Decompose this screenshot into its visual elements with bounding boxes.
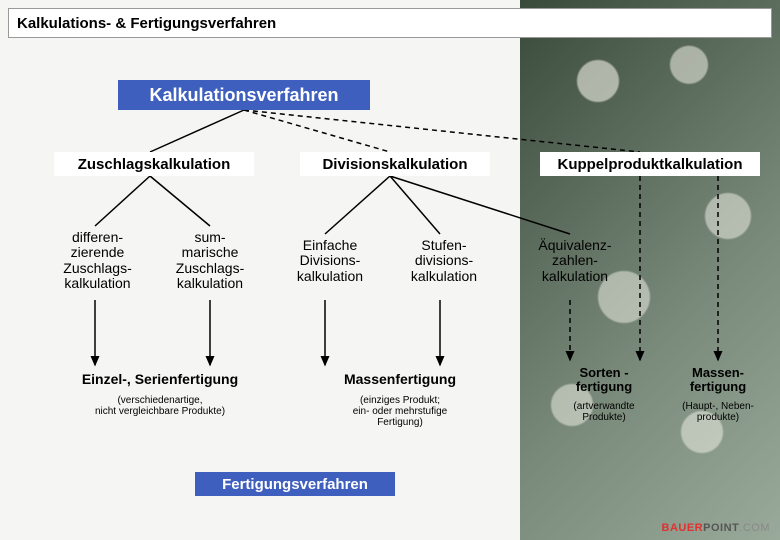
logo-point: POINT [703, 522, 739, 534]
label: Kuppelproduktkalkulation [557, 156, 742, 173]
header-title: Kalkulations- & Fertigungsverfahren [8, 8, 772, 38]
subtitle: (Haupt-, Neben-produkte) [668, 401, 768, 423]
root-kalkulationsverfahren: Kalkulationsverfahren [118, 80, 370, 110]
title: Einzel-, Serienfertigung [55, 372, 265, 387]
node-einfache-division: EinfacheDivisions-kalkulation [280, 238, 380, 284]
fertigung-einzel-serien: Einzel-, Serienfertigung (verschiedenart… [55, 372, 265, 417]
title: Massenfertigung [315, 372, 485, 387]
fertigung-sorten: Sorten -fertigung (artverwandteProdukte) [560, 366, 648, 423]
node-differenzierende: differen-zierendeZuschlags-kalkulation [45, 230, 150, 292]
subtitle: (einziges Produkt;ein- oder mehrstufigeF… [315, 395, 485, 428]
subtitle: (artverwandteProdukte) [560, 401, 648, 423]
title: Sorten -fertigung [560, 366, 648, 395]
node-aequivalenzzahlen: Äquivalenz-zahlen-kalkulation [520, 238, 630, 284]
label: Divisionskalkulation [322, 156, 467, 173]
label: Fertigungsverfahren [222, 476, 368, 493]
fertigung-massen-1: Massenfertigung (einziges Produkt;ein- o… [315, 372, 485, 428]
title: Massen-fertigung [668, 366, 768, 395]
subtitle: (verschiedenartige,nicht vergleichbare P… [55, 395, 265, 417]
node-divisionskalkulation: Divisionskalkulation [300, 152, 490, 176]
logo-suffix: .COM [739, 522, 770, 534]
node-stufendivision: Stufen-divisions-kalkulation [394, 238, 494, 284]
node-summarische: sum-marischeZuschlags-kalkulation [160, 230, 260, 292]
label: Zuschlagskalkulation [78, 156, 231, 173]
header-title-text: Kalkulations- & Fertigungsverfahren [17, 15, 276, 32]
footer-fertigungsverfahren: Fertigungsverfahren [195, 472, 395, 496]
node-kuppelproduktkalkulation: Kuppelproduktkalkulation [540, 152, 760, 176]
brand-logo: BAUERPOINT.COM [662, 522, 770, 534]
node-zuschlagskalkulation: Zuschlagskalkulation [54, 152, 254, 176]
root-label: Kalkulationsverfahren [149, 85, 338, 106]
fertigung-massen-2: Massen-fertigung (Haupt-, Neben-produkte… [668, 366, 768, 423]
logo-b: BAUER [662, 522, 704, 534]
